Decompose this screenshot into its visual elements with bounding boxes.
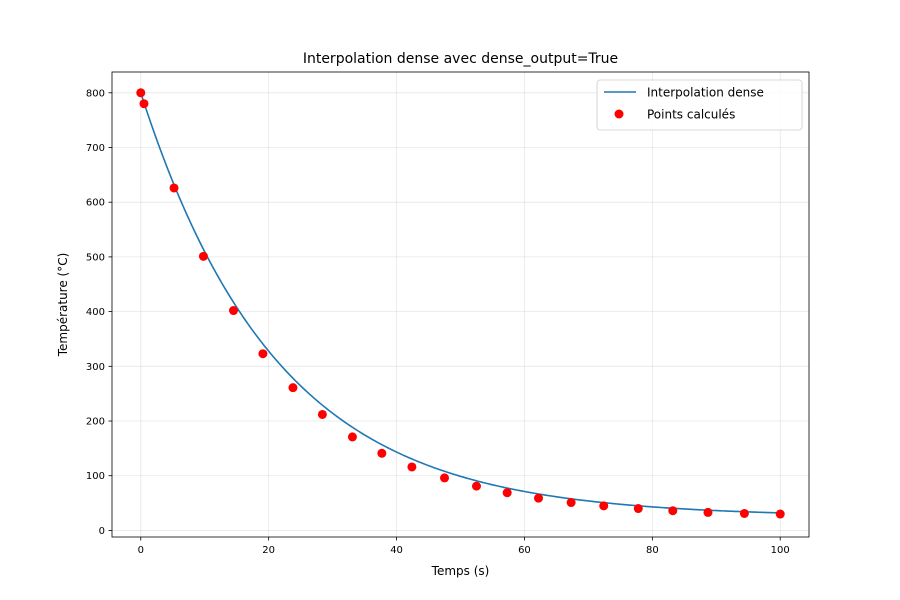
computed-point (739, 508, 749, 518)
x-tick-label: 40 (390, 545, 403, 556)
y-tick-label: 100 (86, 471, 105, 482)
chart-title: Interpolation dense avec dense_output=Tr… (303, 51, 618, 67)
plot-frame (111, 71, 810, 538)
computed-point (169, 183, 179, 193)
legend-box (596, 79, 803, 131)
y-tick-label: 500 (86, 252, 105, 263)
computed-point (502, 488, 512, 498)
computed-point (471, 481, 481, 491)
computed-point (775, 509, 785, 519)
x-tick-label: 100 (771, 545, 790, 556)
y-tick-label: 400 (86, 307, 105, 318)
grid (112, 72, 809, 537)
y-tick-label: 200 (86, 417, 105, 428)
x-tick-label: 20 (262, 545, 275, 556)
ticks: 0 20 40 60 80 100 0 100 200 300 400 500 600 700 800 (86, 88, 790, 556)
computed-point (440, 473, 450, 483)
x-tick-label: 60 (518, 545, 531, 556)
computed-point (317, 409, 327, 419)
y-tick-label: 800 (86, 88, 105, 99)
computed-point (288, 383, 298, 393)
computed-point (377, 448, 387, 458)
y-tick-label: 0 (99, 526, 105, 537)
computed-point (258, 349, 268, 359)
y-tick-label: 700 (86, 143, 105, 154)
computed-point (139, 99, 149, 109)
computed-point (198, 251, 208, 261)
legend: Interpolation dense Points calculés (596, 79, 803, 131)
computed-point (633, 504, 643, 514)
computed-point (534, 493, 544, 503)
computed-point (703, 507, 713, 517)
legend-label-interpolation: Interpolation dense (647, 86, 764, 100)
legend-marker-swatch (614, 109, 624, 119)
x-axis-label: Temps (s) (431, 564, 490, 578)
series-layer (136, 88, 785, 519)
x-tick-label: 80 (646, 545, 659, 556)
computed-point (668, 506, 678, 516)
y-tick-label: 300 (86, 362, 105, 373)
y-axis-label: Température (°C) (56, 253, 70, 358)
computed-point (599, 501, 609, 511)
x-tick-label: 0 (138, 545, 144, 556)
legend-label-points: Points calculés (647, 108, 735, 122)
computed-point (136, 88, 146, 98)
y-tick-label: 600 (86, 198, 105, 209)
computed-point (566, 498, 576, 508)
computed-point (347, 432, 357, 442)
computed-point (407, 462, 417, 472)
computed-point (228, 306, 238, 316)
